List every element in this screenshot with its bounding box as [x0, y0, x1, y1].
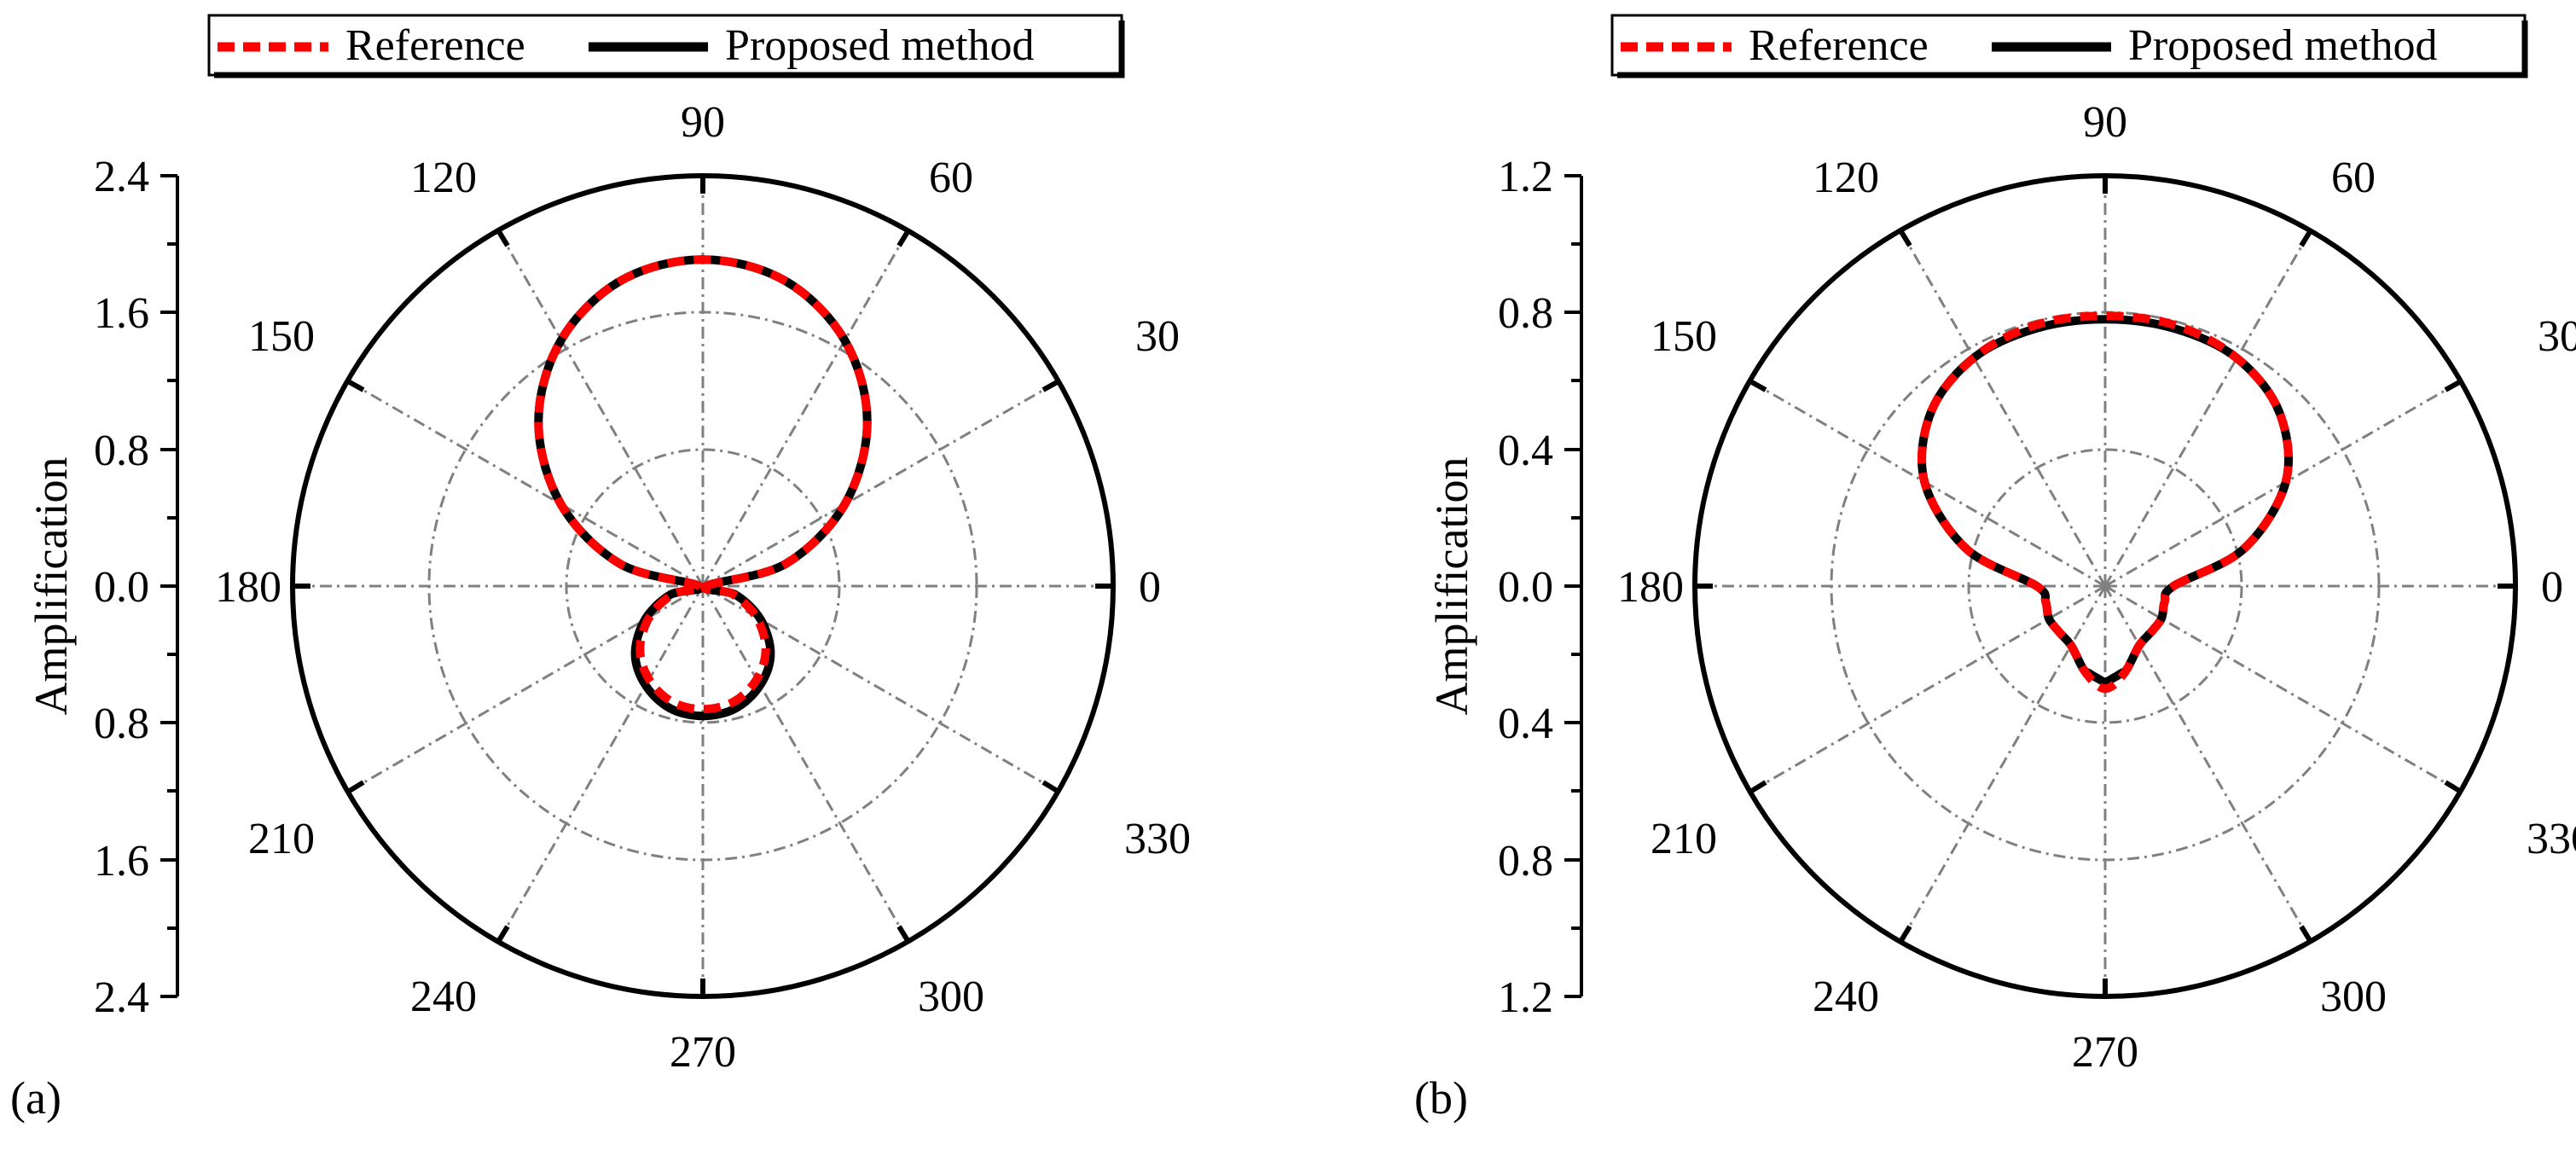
- angle-tick: [2444, 780, 2463, 794]
- grid-spoke: [1899, 229, 2107, 587]
- grid-spoke: [701, 229, 910, 587]
- angle-label: 330: [1124, 815, 1191, 863]
- angle-tick: [1749, 780, 1767, 794]
- angle-tick: [2299, 229, 2313, 247]
- angle-label: 210: [1651, 815, 1717, 863]
- grid-spoke: [702, 380, 1059, 588]
- angle-labels-b: 0 30 60 90 120 150 180 210 240 270 300 3…: [1617, 98, 2576, 1077]
- legend-b: Reference Proposed method: [1610, 14, 2528, 78]
- radial-axis-b: 1.2 0.8 0.4 0.0 0.4 0.8 1.2 Amplificatio…: [1426, 153, 1583, 1022]
- angle-label: 270: [2072, 1028, 2138, 1077]
- radial-tick-label: 1.6: [94, 837, 149, 886]
- angle-tick: [1041, 780, 1060, 794]
- panel-label-a: (a): [10, 1072, 61, 1124]
- legend-label-reference: Reference: [1749, 21, 1929, 70]
- angle-label: 240: [410, 973, 477, 1021]
- radial-tick-label: 0.0: [94, 563, 149, 612]
- angle-label: 120: [1813, 154, 1879, 202]
- angle-labels-a: 0 30 60 90 120 150 180 210 240 270 300 3…: [215, 98, 1191, 1077]
- legend-shadow-b: [1617, 20, 2528, 78]
- radial-axis-a: 2.4 1.6 0.8 0.0 0.8 1.6 2.4 Amplificatio…: [26, 153, 179, 1022]
- panel-a: Reference Proposed method 2.4 1.6 0.8 0.…: [10, 14, 1191, 1124]
- angle-tick: [1898, 229, 1912, 247]
- angle-label: 0: [2541, 563, 2563, 612]
- legend-label-reference: Reference: [345, 21, 525, 70]
- angle-label: 240: [1813, 973, 1879, 1021]
- angle-tick: [346, 780, 365, 794]
- polar-frame-b: [1692, 173, 2518, 999]
- series-reference-a: [534, 255, 872, 714]
- radial-tick-label: 0.8: [94, 427, 149, 475]
- polar-frame-a: [290, 173, 1116, 999]
- angle-label: 60: [929, 154, 973, 202]
- angle-label: 90: [681, 98, 725, 147]
- grid-ring: [1967, 448, 2243, 724]
- y-axis-title-a: Amplification: [26, 457, 77, 716]
- legend-label-proposed: Proposed method: [725, 21, 1035, 70]
- y-axis-title-b: Amplification: [1426, 457, 1477, 716]
- radial-tick-label: 1.6: [94, 289, 149, 338]
- angle-label: 60: [2331, 154, 2376, 202]
- angle-label: 0: [1139, 563, 1161, 612]
- grid-spoke: [496, 585, 705, 943]
- grid-spoke: [496, 229, 705, 587]
- radial-tick-label: 0.4: [1498, 427, 1553, 475]
- angle-tick: [346, 379, 365, 392]
- angle-label: 180: [215, 563, 281, 612]
- grid-spoke: [701, 585, 910, 943]
- angle-tick: [896, 229, 911, 247]
- angle-tick: [1041, 379, 1060, 392]
- grid-spoke: [2103, 585, 2312, 943]
- grid-spoke: [347, 380, 704, 588]
- angle-tick: [1749, 379, 1767, 392]
- legend-label-proposed: Proposed method: [2128, 21, 2438, 70]
- radial-tick-label: 0.8: [1498, 837, 1553, 886]
- angle-tick: [496, 925, 510, 944]
- angle-tick: [2444, 379, 2463, 392]
- angle-tick: [2299, 925, 2313, 944]
- radial-tick-label: 0.8: [1498, 289, 1553, 338]
- angle-label: 150: [248, 312, 315, 361]
- angle-label: 210: [248, 815, 315, 863]
- radial-tick-label: 1.2: [1498, 153, 1553, 201]
- radial-tick-label: 0.4: [1498, 700, 1553, 748]
- angle-label: 90: [2083, 98, 2127, 147]
- radial-tick-label: 1.2: [1498, 973, 1553, 1022]
- series-layer-b: [1917, 311, 2293, 694]
- grid-spoke: [2103, 229, 2312, 587]
- grid-ring: [565, 448, 841, 724]
- angle-label: 120: [410, 154, 477, 202]
- radial-tick-label: 0.8: [94, 700, 149, 748]
- angle-label: 180: [1617, 563, 1684, 612]
- angle-label: 300: [918, 973, 984, 1021]
- angle-label: 300: [2320, 973, 2387, 1021]
- series-reference-b: [1917, 311, 2293, 694]
- angle-label: 150: [1651, 312, 1717, 361]
- angle-label: 30: [2538, 312, 2576, 361]
- radial-tick-label: 2.4: [94, 973, 149, 1022]
- panel-label-b: (b): [1414, 1072, 1468, 1124]
- angle-label: 330: [2527, 815, 2576, 863]
- angle-tick: [496, 229, 510, 247]
- radial-tick-label: 0.0: [1498, 563, 1553, 612]
- grid-spoke: [1899, 585, 2107, 943]
- series-layer-a: [534, 255, 872, 721]
- panel-b: Reference Proposed method 1.2 0.8 0.4 0.…: [1414, 14, 2576, 1124]
- angle-tick: [1898, 925, 1912, 944]
- angle-label: 270: [670, 1028, 736, 1077]
- angle-label: 30: [1135, 312, 1180, 361]
- polar-grid-b: [1695, 176, 2515, 996]
- radial-tick-label: 2.4: [94, 153, 149, 201]
- angle-tick: [896, 925, 911, 944]
- legend-a: Reference Proposed method: [207, 14, 1125, 78]
- legend-shadow-a: [214, 20, 1125, 78]
